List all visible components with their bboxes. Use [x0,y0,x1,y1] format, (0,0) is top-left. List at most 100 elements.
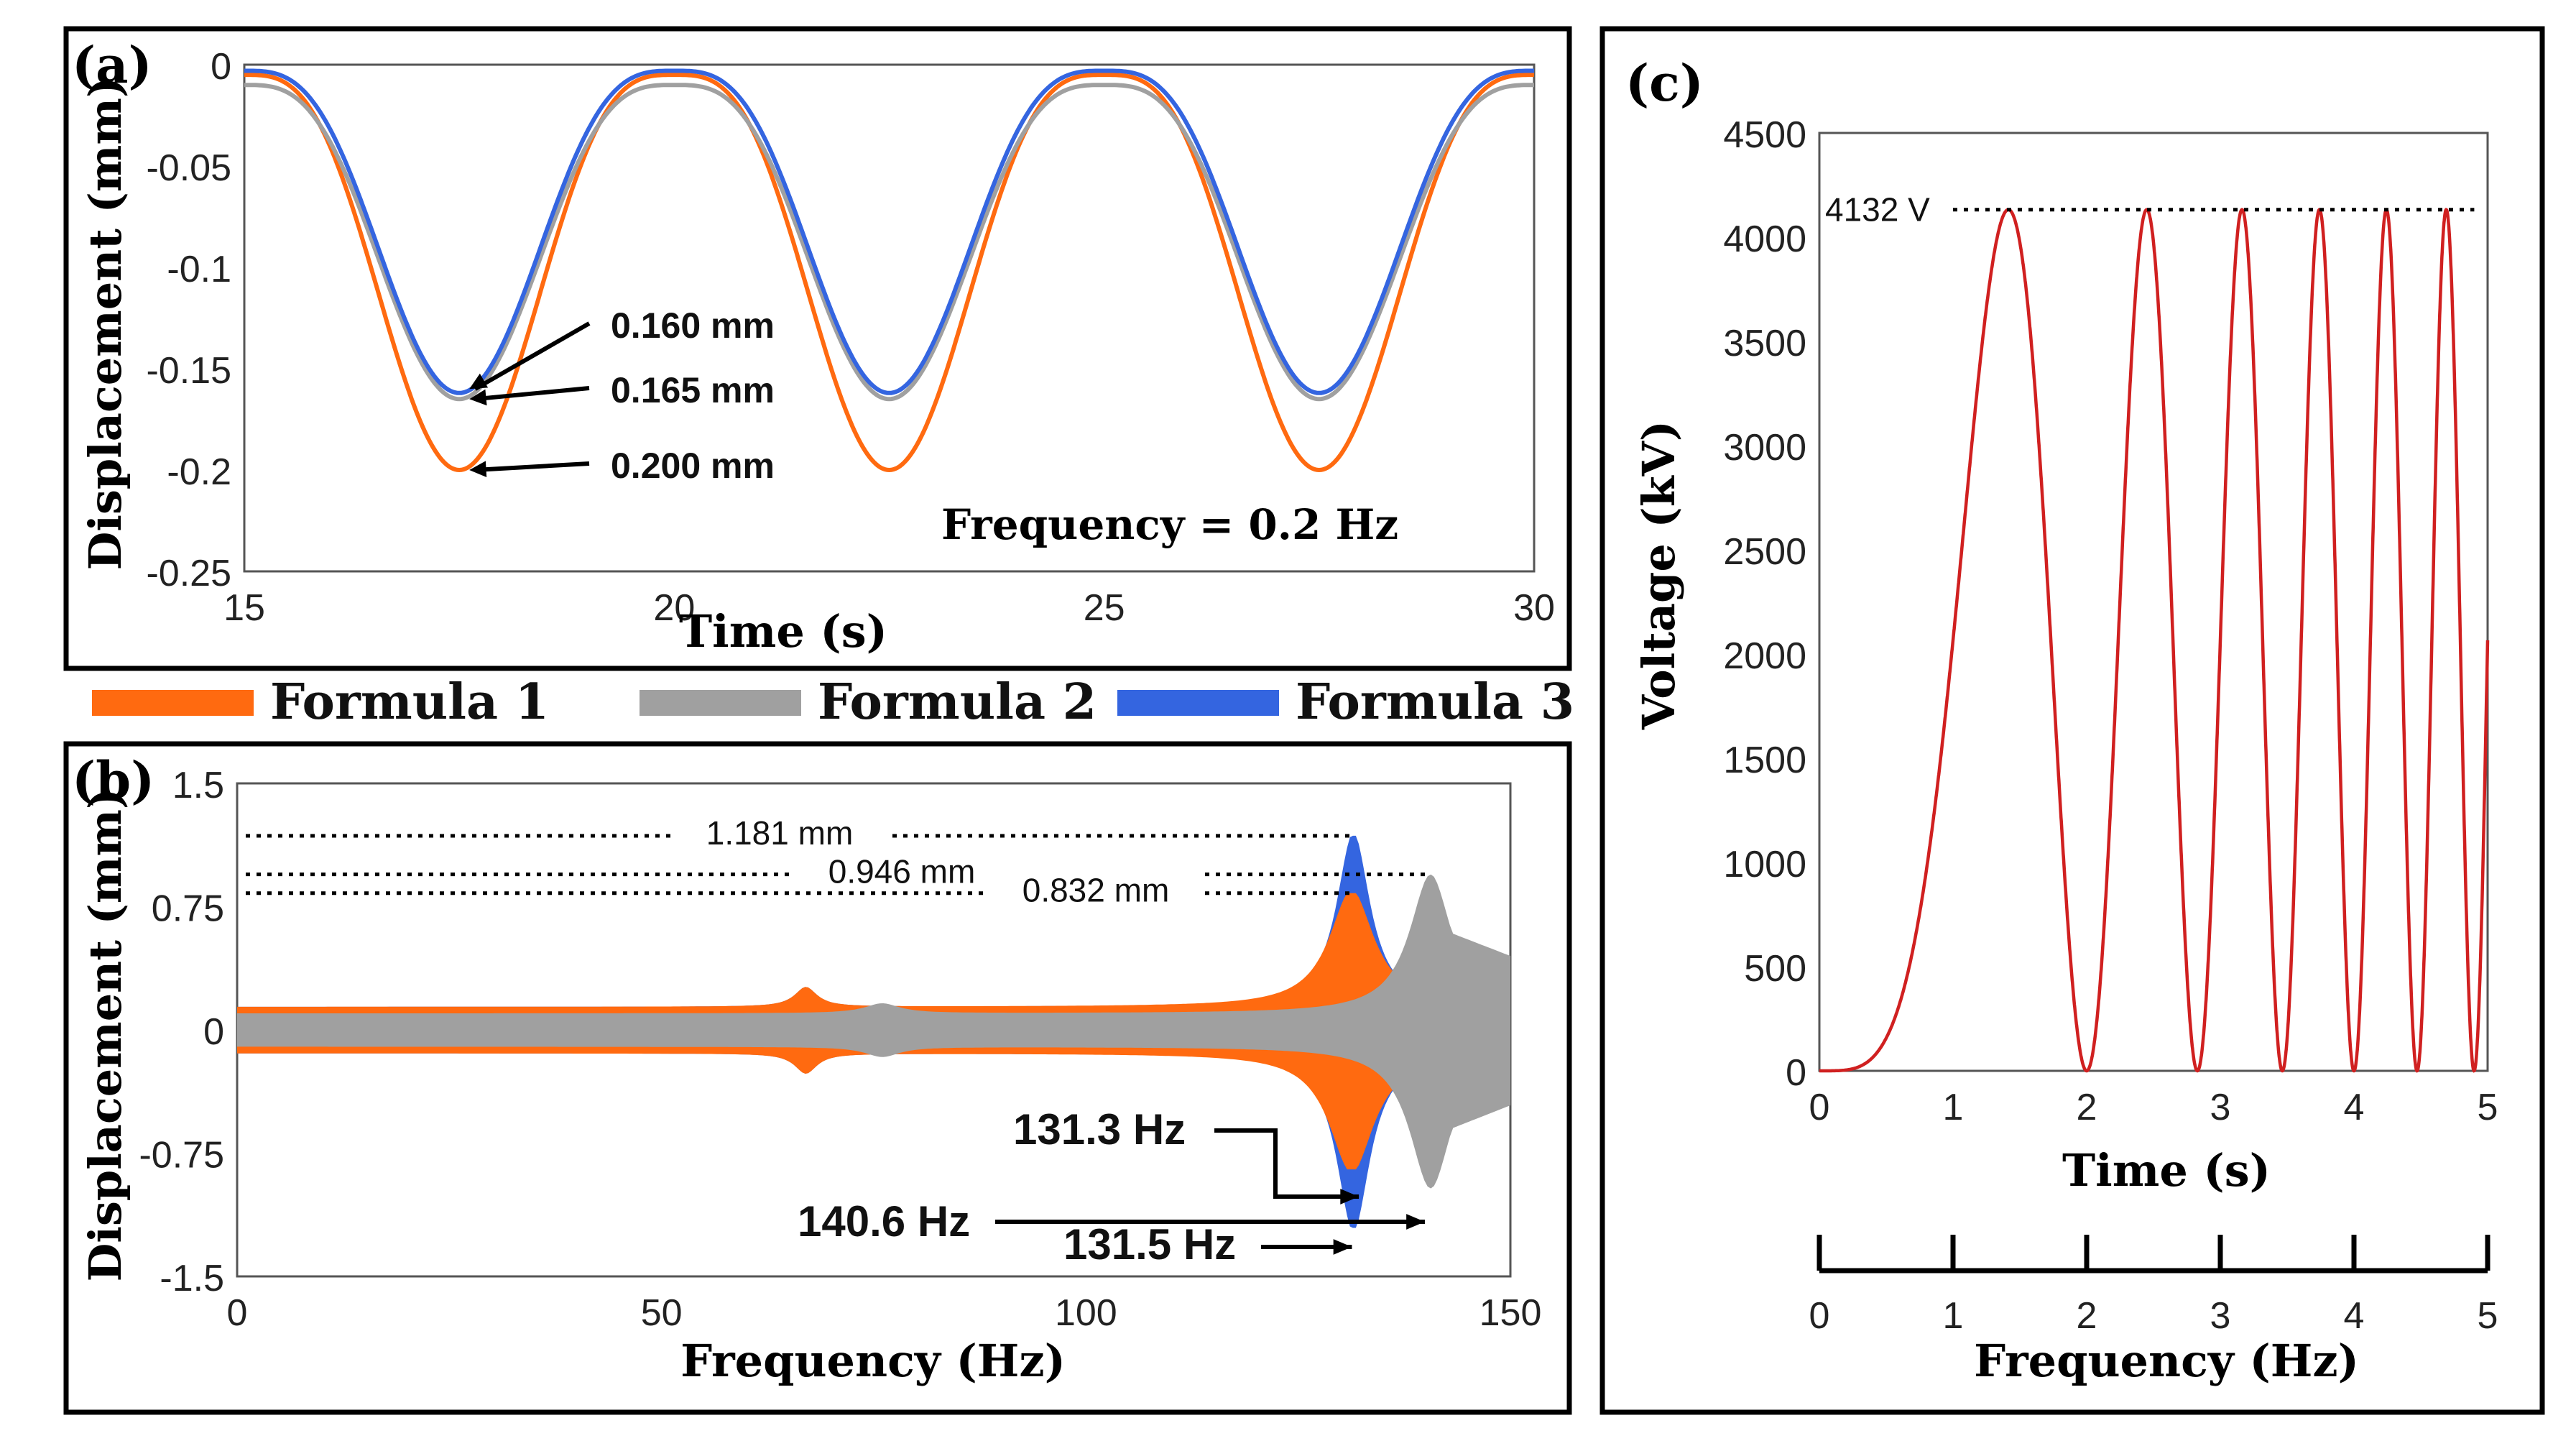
panel-a-frequency-annotation: Frequency = 0.2 Hz [941,500,1398,549]
panel-c-series: 4132 V [1819,191,2490,1073]
frequency-tick-label: 3 [2210,1295,2231,1337]
frequency-tick-label: 1 [1943,1295,1964,1337]
panel-b-x-axis-label: Frequency (Hz) [680,1335,1066,1387]
panel-b-frame [63,741,1572,1415]
callout-arrow [474,321,591,391]
panel-a-series [244,68,1534,473]
legend-swatch [1117,690,1279,716]
panel-c-frequency-axis: 0 1 2 3 4 5 [1809,1235,2498,1337]
panel-b-annotations: 1.181 mm0.946 mm 0.832 mm 131.3 Hz 140.6 Hz… [246,814,1431,1268]
freq-arrow [1214,1128,1359,1199]
y-tick-label: 4500 [1723,114,1806,156]
panel-a-plot-area [243,63,1536,573]
callout-arrowhead [469,461,487,477]
x-tick-label: 0 [227,1292,248,1334]
y-tick-label: 1500 [1723,740,1806,781]
y-tick-label: 4000 [1723,218,1806,260]
legend-label: Formula 1 [270,673,549,731]
panel-a-callouts: 0.160 mm 0.165 mm 0.200 mm [469,305,775,486]
panel-c-y-axis-label: Voltage (kV) [1633,420,1685,730]
panel-a-x-tick-labels: 15 20 25 30 [223,587,1555,629]
y-tick-label: 2000 [1723,635,1806,677]
panel-c-frequency-axis-label: Frequency (Hz) [1974,1335,2359,1387]
y-tick-label: 1000 [1723,844,1806,885]
panel-a-y-tick-labels: 0 -0.05 -0.1 -0.15 -0.2 -0.25 [146,46,231,594]
peak-label: 0.832 mm [1022,872,1170,909]
panel-b: (b) 1.5 0.75 0 -0.75 -1.5 0 50 100 150 1.181 mm… [63,741,1572,1415]
panel-a-label: (a) [72,35,152,95]
panel-c-y-tick-labels: 4500 4000 3500 3000 2500 2000 1500 1000 500 0 [1723,114,1806,1094]
peak-label: 1.181 mm [706,814,854,852]
panel-c-plot-area [1818,132,2489,1072]
legend-swatch [640,690,801,716]
x-tick-label: 2 [2077,1087,2097,1128]
panel-b-y-tick-labels: 1.5 0.75 0 -0.75 -1.5 [139,765,224,1299]
panel-a-y-axis-label: Displacement (mm) [79,77,131,571]
x-tick-label: 25 [1084,587,1125,629]
callout-label: 0.165 mm [611,370,775,410]
y-tick-label: 0 [203,1011,224,1053]
freq-label: 140.6 Hz [798,1197,970,1245]
callout-arrow [474,386,590,402]
peak-label-bg [988,871,1204,903]
panel-c-frame [1599,26,2545,1415]
panel-b-label: (b) [72,750,154,810]
y-tick-label: 500 [1744,948,1806,990]
peak-label: 0.946 mm [828,853,976,890]
peak-label-bg [672,814,887,846]
y-tick-label: -0.05 [146,147,231,189]
y-tick-label: -0.1 [167,249,231,290]
freq-arrowhead [1340,1189,1359,1205]
y-tick-label: 0 [1786,1052,1806,1094]
x-tick-label: 100 [1055,1292,1117,1334]
x-tick-label: 0 [1809,1087,1830,1128]
series-line [244,83,1534,402]
frequency-tick-label: 0 [1809,1295,1830,1337]
callout-arrowhead [469,373,489,390]
callout-arrow [474,461,590,472]
series-line [244,68,1534,395]
x-tick-label: 30 [1513,587,1555,629]
freq-label: 131.3 Hz [1013,1105,1186,1153]
frequency-tick-label: 2 [2077,1295,2097,1337]
panel-a-x-axis-label: Time (s) [679,605,887,658]
freq-label: 131.5 Hz [1063,1220,1236,1268]
legend-label: Formula 3 [1296,673,1574,731]
panel-c-x-axis-label: Time (s) [2062,1144,2271,1197]
series-envelope [237,874,1510,1189]
panel-b-x-tick-labels: 0 50 100 150 [227,1292,1542,1334]
y-tick-label: 0 [211,46,231,88]
panel-a: (a) 0 -0.05 -0.1 -0.15 -0.2 -0.25 15 20 25 30 0.… [63,26,1572,671]
peak-label-bg [794,852,1010,885]
y-tick-label: -0.15 [146,350,231,392]
x-tick-label: 4 [2344,1087,2365,1128]
x-tick-label: 50 [641,1292,683,1334]
peak-voltage-label: 4132 V [1825,191,1930,229]
x-tick-label: 3 [2210,1087,2231,1128]
legend: Formula 1 Formula 2 Formula 3 [92,673,1574,731]
panel-a-frame [63,26,1572,671]
y-tick-label: 3500 [1723,323,1806,364]
y-tick-label: -1.5 [160,1258,224,1299]
freq-arrowhead [1406,1214,1425,1230]
legend-label: Formula 2 [818,673,1097,731]
y-tick-label: -0.75 [139,1135,224,1176]
frequency-tick-label: 4 [2344,1295,2365,1337]
freq-arrowhead [1333,1239,1352,1255]
x-tick-label: 1 [1943,1087,1964,1128]
y-tick-label: 0.75 [152,888,224,930]
callout-label: 0.160 mm [611,305,775,346]
y-tick-label: -0.25 [146,553,231,594]
panel-b-series [237,835,1510,1228]
y-tick-label: 3000 [1723,427,1806,469]
panel-c-x-tick-labels: 0 1 2 3 4 5 [1809,1087,2498,1128]
y-tick-label: -0.2 [167,451,231,493]
x-tick-label: 15 [223,587,265,629]
y-tick-label: 1.5 [172,765,224,806]
x-tick-label: 5 [2478,1087,2498,1128]
legend-swatch [92,690,254,716]
voltage-line [1819,208,2490,1073]
series-line [244,73,1534,473]
y-tick-label: 2500 [1723,531,1806,573]
